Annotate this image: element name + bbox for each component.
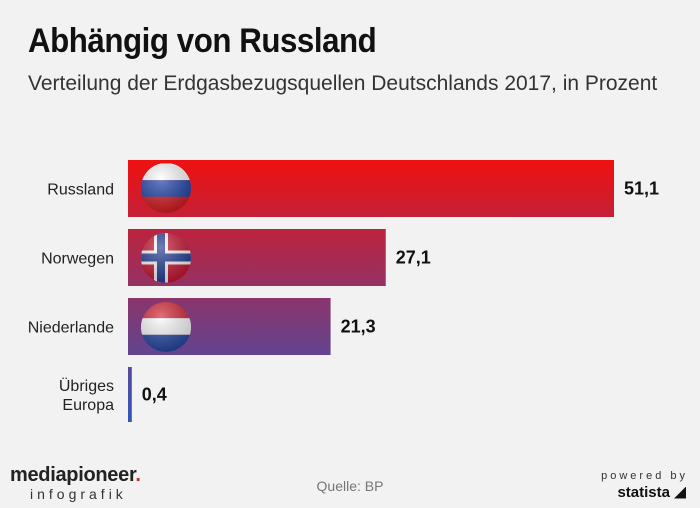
chart-title: Abhängig von Russland: [28, 22, 377, 60]
value-label: 27,1: [396, 248, 431, 268]
category-label: Übriges Europa: [59, 377, 114, 414]
category-label: Russland: [47, 182, 114, 199]
powered-by: powered by: [601, 470, 688, 482]
category-label: Niederlande: [28, 320, 114, 337]
russia-flag-icon: [141, 163, 191, 213]
bar-übriges-europa: [128, 367, 132, 422]
statista-logo: statista: [617, 484, 686, 501]
value-label: 51,1: [624, 179, 659, 199]
brand-dot: .: [135, 464, 141, 486]
chart-subtitle: Verteilung der Erdgasbezugsquellen Deuts…: [28, 72, 658, 95]
category-label: Norwegen: [41, 251, 114, 268]
mediapioneer-logo: mediapioneer.: [10, 464, 141, 487]
source-note: Quelle: BP: [316, 478, 384, 494]
brand-main: mediapioneer: [10, 464, 136, 486]
brand-sub: infografik: [30, 486, 127, 502]
netherlands-flag-icon: [141, 302, 191, 352]
statista-icon: [674, 486, 686, 499]
value-label: 21,3: [341, 317, 376, 337]
bar-russland: [128, 160, 614, 217]
value-label: 0,4: [142, 385, 167, 405]
statista-wordmark: statista: [617, 484, 670, 501]
norway-flag-icon: [141, 233, 191, 283]
